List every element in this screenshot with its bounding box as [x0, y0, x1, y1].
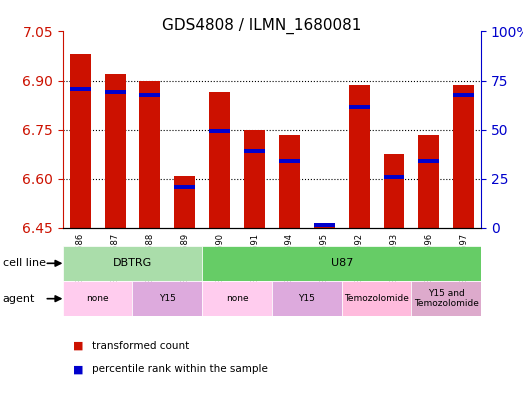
Bar [383, 154, 404, 228]
Bar [244, 130, 265, 228]
Text: none: none [226, 294, 248, 303]
Bar [244, 149, 265, 153]
Text: none: none [86, 294, 109, 303]
Bar [314, 223, 335, 227]
Bar [349, 105, 370, 109]
Text: cell line: cell line [3, 258, 46, 268]
Text: Y15 and
Temozolomide: Y15 and Temozolomide [414, 289, 479, 309]
FancyBboxPatch shape [272, 281, 342, 316]
Text: Y15: Y15 [299, 294, 315, 303]
Bar [279, 159, 300, 163]
FancyBboxPatch shape [63, 281, 132, 316]
Bar [383, 175, 404, 179]
Bar [314, 223, 335, 228]
Bar [174, 176, 195, 228]
Text: DBTRG: DBTRG [113, 258, 152, 268]
Text: agent: agent [3, 294, 35, 304]
FancyBboxPatch shape [202, 281, 272, 316]
Text: transformed count: transformed count [92, 341, 189, 351]
FancyBboxPatch shape [342, 281, 412, 316]
FancyBboxPatch shape [412, 281, 481, 316]
Bar [279, 134, 300, 228]
Bar [70, 54, 90, 228]
Text: ■: ■ [73, 364, 84, 375]
Bar [140, 81, 161, 228]
Bar [418, 159, 439, 163]
Bar [349, 86, 370, 228]
FancyBboxPatch shape [202, 246, 481, 281]
Bar [105, 74, 126, 228]
Bar [174, 185, 195, 189]
Bar [105, 90, 126, 94]
Bar [418, 134, 439, 228]
Text: Temozolomide: Temozolomide [344, 294, 409, 303]
Bar [140, 94, 161, 97]
Bar [453, 94, 474, 97]
Text: percentile rank within the sample: percentile rank within the sample [92, 364, 267, 375]
Bar [70, 87, 90, 91]
FancyBboxPatch shape [63, 246, 202, 281]
Text: U87: U87 [331, 258, 353, 268]
Bar [209, 92, 230, 228]
FancyBboxPatch shape [132, 281, 202, 316]
Bar [209, 129, 230, 133]
Text: Y15: Y15 [159, 294, 176, 303]
Bar [453, 86, 474, 228]
Text: ■: ■ [73, 341, 84, 351]
Text: GDS4808 / ILMN_1680081: GDS4808 / ILMN_1680081 [162, 18, 361, 34]
